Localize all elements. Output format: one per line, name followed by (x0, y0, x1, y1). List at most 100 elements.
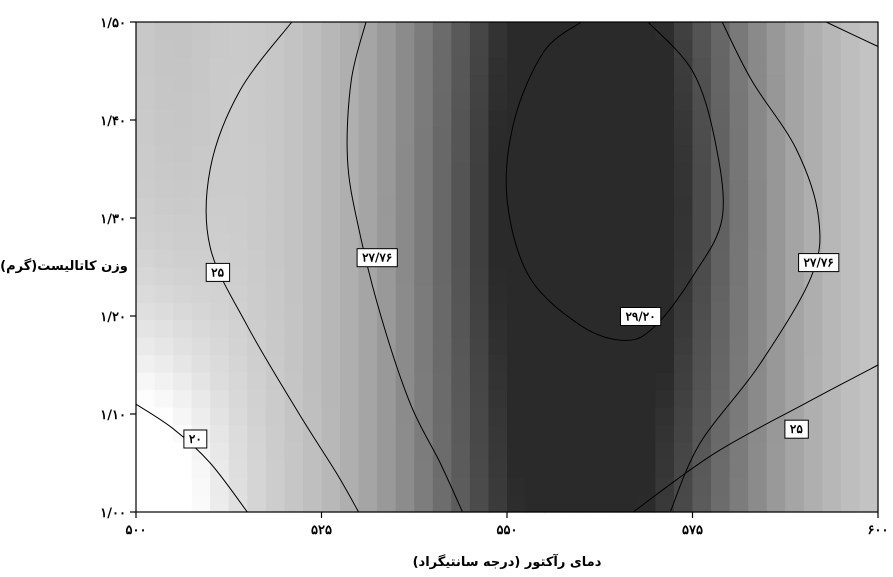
heatmap-cell (822, 424, 842, 443)
heatmap-cell (544, 232, 564, 251)
heatmap-cell (395, 179, 415, 198)
heatmap-cell (414, 249, 434, 268)
heatmap-cell (432, 39, 452, 58)
heatmap-cell (154, 144, 174, 163)
heatmap-cell (673, 39, 694, 58)
heatmap-cell (136, 302, 156, 321)
heatmap-cell (173, 109, 193, 128)
heatmap-cell (395, 284, 415, 303)
heatmap-cell (284, 319, 304, 338)
heatmap-cell (247, 389, 267, 408)
heatmap-cell (358, 92, 378, 111)
heatmap-cell (488, 39, 508, 58)
heatmap-cell (247, 22, 267, 41)
heatmap-cell (618, 494, 638, 513)
heatmap-cell (562, 249, 582, 268)
heatmap-cell (599, 372, 619, 391)
heatmap-cell (507, 74, 527, 93)
heatmap-cell (432, 162, 452, 181)
heatmap-cell (340, 337, 360, 356)
heatmap-cell (395, 127, 415, 146)
heatmap-cell (673, 249, 694, 268)
heatmap-cell (432, 494, 452, 513)
heatmap-cell (210, 162, 230, 181)
heatmap-cell (154, 162, 174, 181)
heatmap-cell (173, 179, 193, 198)
heatmap-cell (636, 389, 656, 408)
heatmap-cell (766, 162, 786, 181)
heatmap-cell (414, 302, 434, 321)
heatmap-cell (599, 459, 619, 478)
heatmap-cell (340, 127, 360, 146)
heatmap-cell (748, 302, 768, 321)
heatmap-cell (729, 127, 749, 146)
heatmap-cell (154, 39, 174, 58)
heatmap-cell (228, 372, 248, 391)
heatmap-cell (377, 477, 397, 496)
heatmap-cell (395, 232, 415, 251)
heatmap-cell (340, 109, 360, 128)
heatmap-cell (340, 477, 360, 496)
heatmap-cell (377, 407, 397, 426)
heatmap-cell (748, 249, 768, 268)
heatmap-cell (377, 179, 397, 198)
heatmap-cell (803, 197, 823, 216)
heatmap-cell (525, 302, 545, 321)
heatmap-cell (636, 372, 656, 391)
heatmap-cell (581, 232, 601, 251)
heatmap-cell (173, 214, 193, 233)
heatmap-cell (840, 477, 861, 496)
heatmap-cell (358, 459, 378, 478)
heatmap-cell (469, 232, 490, 251)
heatmap-cell (525, 232, 545, 251)
heatmap-cell (469, 249, 490, 268)
heatmap-cell (803, 459, 823, 478)
x-axis: ۵۰۰ ۵۲۵ ۵۵۰ ۵۷۵ ۶۰۰ (126, 512, 888, 538)
heatmap-cell (544, 74, 564, 93)
heatmap-cell (544, 407, 564, 426)
heatmap-cell (414, 22, 434, 41)
heatmap-cell (562, 127, 582, 146)
heatmap-cell (302, 494, 323, 513)
heatmap-cell (136, 424, 156, 443)
heatmap-cell (136, 249, 156, 268)
heatmap-cell (655, 232, 675, 251)
heatmap-cell (154, 74, 174, 93)
heatmap-cell (358, 494, 378, 513)
heatmap-cell (729, 144, 749, 163)
contour-line (825, 21, 879, 47)
heatmap-cell (618, 407, 638, 426)
heatmap-cell (265, 477, 285, 496)
heatmap-cell (265, 354, 285, 373)
heatmap-cell (599, 22, 619, 41)
heatmap-cell (655, 197, 675, 216)
heatmap-cell (340, 162, 360, 181)
heatmap-cell (673, 92, 694, 111)
heatmap-cell (655, 372, 675, 391)
heatmap-cell (191, 337, 211, 356)
heatmap-cell (173, 372, 193, 391)
heatmap-cell (136, 477, 156, 496)
heatmap-cell (284, 22, 304, 41)
heatmap-cell (414, 354, 434, 373)
heatmap-cell (840, 494, 861, 513)
heatmap-cell (507, 57, 527, 76)
heatmap-cell (729, 22, 749, 41)
heatmap-cell (673, 232, 694, 251)
heatmap-cell (210, 39, 230, 58)
heatmap-cell (358, 127, 378, 146)
heatmap-cell (302, 197, 323, 216)
heatmap-cell (210, 144, 230, 163)
heatmap-cell (599, 284, 619, 303)
heatmap-cell (507, 442, 527, 461)
heatmap-cell (785, 162, 805, 181)
heatmap-cell (655, 354, 675, 373)
heatmap-cell (692, 22, 712, 41)
heatmap-cell (581, 22, 601, 41)
heatmap-cell (748, 372, 768, 391)
heatmap-cell (581, 407, 601, 426)
heatmap-cell (154, 407, 174, 426)
heatmap-cell (692, 162, 712, 181)
heatmap-cell (340, 197, 360, 216)
